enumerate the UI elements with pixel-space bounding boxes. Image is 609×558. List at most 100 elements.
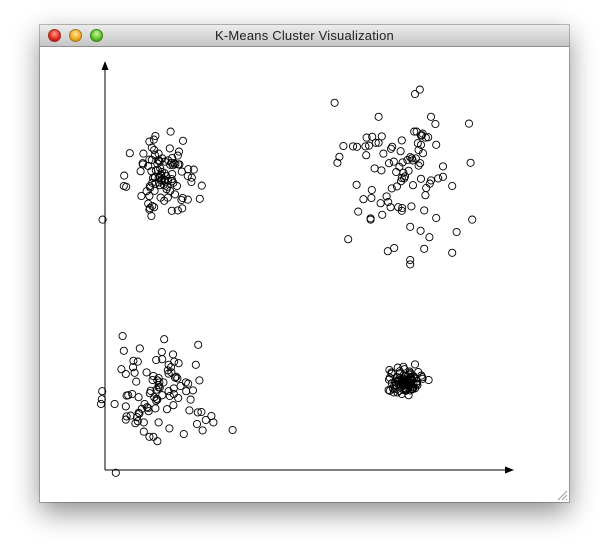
resize-grip-icon[interactable] [556,489,568,501]
data-point [167,368,176,377]
data-point [167,158,176,167]
data-point [434,174,443,183]
data-point [333,158,342,167]
data-point [354,207,363,216]
data-point [352,180,361,189]
data-point [416,174,426,183]
data-point [98,387,107,396]
data-point [201,415,210,425]
data-point [96,399,106,409]
data-point [406,373,416,382]
data-point [152,396,161,405]
data-point [406,222,415,231]
data-point [209,418,218,427]
data-point [407,202,416,211]
data-point [335,152,344,161]
data-point [377,166,386,175]
data-point [164,387,173,396]
data-point [348,142,358,151]
data-point [154,418,163,427]
data-point [387,184,396,193]
data-point [134,393,143,402]
data-point [140,399,149,409]
data-point [448,181,457,191]
data-point [144,199,153,208]
data-point [377,132,386,141]
data-point [415,85,424,94]
data-point [420,206,429,215]
minimize-window-button[interactable] [69,29,82,42]
data-point [139,149,148,158]
data-point [172,372,181,381]
data-point [132,377,141,386]
data-point [416,140,426,149]
data-point [122,412,131,421]
title-bar[interactable]: K-Means Cluster Visualization [40,25,569,47]
data-point [414,367,423,377]
data-point [187,173,196,182]
data-point [174,359,183,368]
data-point [400,174,409,183]
data-point [425,233,434,242]
data-point [407,154,416,163]
data-point [157,347,166,357]
y-axis-arrow-icon [101,61,109,70]
close-window-button[interactable] [48,29,61,42]
data-point [392,182,402,191]
data-point [167,206,176,215]
data-point [122,182,131,191]
data-point [136,167,145,176]
data-point [384,375,394,384]
data-point [145,389,154,398]
data-point [153,437,162,446]
data-point [367,193,376,203]
data-point [152,355,161,365]
data-point [374,112,383,121]
data-point [139,427,148,436]
data-point [416,159,425,168]
data-point [352,142,362,151]
zoom-window-button[interactable] [90,29,103,42]
data-point [406,153,415,162]
data-point [167,175,176,184]
data-point [121,415,130,424]
data-point [431,119,440,129]
data-point [122,391,131,400]
data-point [177,195,186,205]
data-point [376,199,385,208]
data-point [387,368,396,377]
data-point [165,391,174,401]
data-point [392,167,401,177]
data-point [185,406,194,415]
data-point [175,160,184,169]
data-point [448,248,457,257]
data-point [154,156,163,165]
data-point [157,167,166,177]
data-point [406,255,415,265]
data-point [135,344,144,353]
data-point [149,432,158,441]
data-point [397,136,406,145]
data-point [97,395,106,404]
data-point [362,151,371,160]
data-point [150,186,159,195]
data-point [132,413,142,422]
data-point [186,395,195,404]
data-point [120,171,129,180]
data-point [171,159,180,169]
data-point [371,138,380,147]
data-point [384,197,393,207]
data-point [154,373,163,383]
data-point [165,144,174,153]
data-point [418,373,427,382]
data-point [398,378,408,387]
data-point [151,131,160,141]
data-point [464,119,474,128]
data-point [386,144,396,153]
data-point [121,402,130,411]
data-point [194,340,203,349]
window-title: K-Means Cluster Visualization [215,28,394,43]
data-point [144,161,153,171]
data-point [182,387,191,396]
data-point [145,137,154,146]
